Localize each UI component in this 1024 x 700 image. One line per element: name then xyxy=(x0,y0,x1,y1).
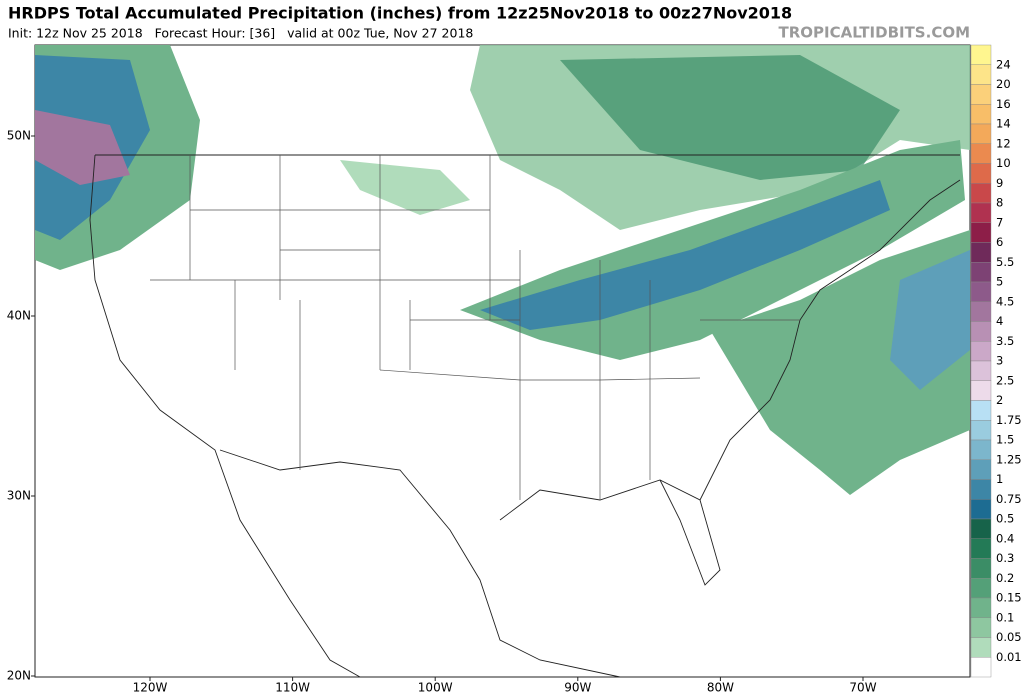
colorbar-label: 3.5 xyxy=(996,334,1014,348)
colorbar-box xyxy=(970,202,992,223)
colorbar-box xyxy=(970,499,992,520)
colorbar-box xyxy=(970,242,992,263)
colorbar-box xyxy=(970,538,992,559)
lon-label: 110W xyxy=(275,681,310,695)
watermark: TROPICALTIDBITS.COM xyxy=(779,24,971,42)
colorbar-label: 12 xyxy=(996,136,1011,150)
colorbar-label: 6 xyxy=(996,235,1003,249)
colorbar-label: 0.4 xyxy=(996,531,1014,545)
colorbar-box xyxy=(970,637,992,658)
lon-label: 80W xyxy=(707,681,734,695)
colorbar-box xyxy=(970,104,992,125)
colorbar-box xyxy=(970,518,992,539)
colorbar-box xyxy=(970,84,992,105)
colorbar-label: 0.75 xyxy=(996,492,1022,506)
colorbar-label: 0.1 xyxy=(996,610,1014,624)
colorbar-label: 2.5 xyxy=(996,373,1014,387)
colorbar-label: 5 xyxy=(996,275,1003,289)
colorbar-box xyxy=(970,420,992,441)
axis-labels: 50N 40N 30N 20N 120W 110W 100W 90W 80W 70W xyxy=(7,129,877,695)
title: HRDPS Total Accumulated Precipitation (i… xyxy=(8,4,792,23)
west-coast xyxy=(89,154,361,678)
colorbar-label: 0.01 xyxy=(996,650,1022,664)
colorbar-box xyxy=(970,44,992,65)
colorbar-box xyxy=(970,439,992,460)
colorbar-box xyxy=(970,360,992,381)
precip-canada-core xyxy=(560,55,900,180)
colorbar-label: 4.5 xyxy=(996,294,1014,308)
colorbar-box xyxy=(970,321,992,342)
state-lines xyxy=(150,155,800,500)
colorbar-label: 8 xyxy=(996,196,1003,210)
lon-label: 120W xyxy=(133,681,168,695)
colorbar-label: 1 xyxy=(996,472,1003,486)
colorbar-label: 16 xyxy=(996,97,1011,111)
lon-label: 70W xyxy=(849,681,876,695)
colorbar-box xyxy=(970,183,992,204)
colorbar-label: 0.05 xyxy=(996,630,1022,644)
colorbar-label: 0.15 xyxy=(996,591,1022,605)
colorbar-box xyxy=(970,380,992,401)
colorbar-label: 14 xyxy=(996,117,1011,131)
colorbar-box xyxy=(970,459,992,480)
precip-plains xyxy=(340,160,470,215)
precip-west-peak xyxy=(35,110,130,185)
colorbar-label: 1.25 xyxy=(996,452,1022,466)
colorbar-label: 10 xyxy=(996,156,1011,170)
colorbar-label: 5.5 xyxy=(996,255,1014,269)
subtitle: Init: 12z Nov 25 2018 Forecast Hour: [36… xyxy=(8,26,473,41)
colorbar-box xyxy=(970,657,992,678)
colorbar-box xyxy=(970,617,992,638)
colorbar-box xyxy=(970,479,992,500)
colorbar-box xyxy=(970,64,992,85)
colorbar-box xyxy=(970,597,992,618)
colorbar-box xyxy=(970,163,992,184)
colorbar-label: 2 xyxy=(996,393,1003,407)
colorbar-label: 0.5 xyxy=(996,512,1014,526)
lat-label: 30N xyxy=(7,489,31,503)
colorbar-label: 1.5 xyxy=(996,433,1014,447)
lon-label: 100W xyxy=(418,681,453,695)
east-coast xyxy=(699,179,961,501)
map xyxy=(34,44,971,678)
colorbar-label: 7 xyxy=(996,215,1003,229)
lat-label: 50N xyxy=(7,129,31,143)
precip-east-core xyxy=(890,250,970,390)
colorbar-box xyxy=(970,341,992,362)
colorbar: 24 20 16 14 12 10 9 8 7 6 5.5 5 4.5 4 3.5 3 2.5 2 1.75 1.5 1… xyxy=(970,44,1022,678)
colorbar-box xyxy=(970,123,992,144)
colorbar-label: 20 xyxy=(996,77,1011,91)
colorbar-box xyxy=(970,400,992,421)
colorbar-box xyxy=(970,578,992,599)
colorbar-box xyxy=(970,143,992,164)
colorbar-box xyxy=(970,558,992,579)
lon-label: 90W xyxy=(564,681,591,695)
lat-label: 20N xyxy=(7,669,31,683)
colorbar-label: 24 xyxy=(996,57,1011,71)
colorbar-label: 3 xyxy=(996,354,1003,368)
colorbar-label: 4 xyxy=(996,314,1003,328)
colorbar-label: 9 xyxy=(996,176,1003,190)
lat-label: 40N xyxy=(7,309,31,323)
colorbar-label: 0.3 xyxy=(996,551,1014,565)
precip-band-core xyxy=(480,180,890,330)
colorbar-box xyxy=(970,222,992,243)
colorbar-box xyxy=(970,281,992,302)
colorbar-label: 0.2 xyxy=(996,571,1014,585)
colorbar-label: 1.75 xyxy=(996,413,1022,427)
colorbar-box xyxy=(970,262,992,283)
colorbar-box xyxy=(970,301,992,322)
